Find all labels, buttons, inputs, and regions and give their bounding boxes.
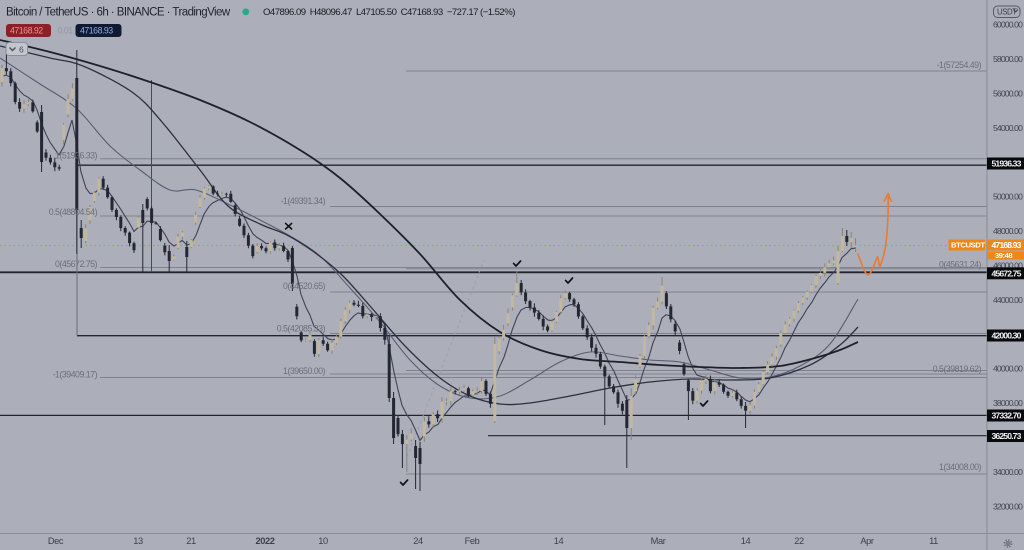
svg-text:-1(49391.34): -1(49391.34) [281, 196, 326, 206]
svg-text:0(45631.24): 0(45631.24) [939, 260, 982, 270]
svg-text:0.5(39819.62): 0.5(39819.62) [933, 364, 982, 374]
svg-text:0.01: 0.01 [58, 25, 74, 35]
svg-text:10: 10 [318, 536, 328, 546]
svg-text:Dec: Dec [48, 536, 64, 546]
svg-text:34000.00: 34000.00 [993, 467, 1023, 477]
svg-text:46000.00: 46000.00 [993, 260, 1023, 270]
svg-text:24: 24 [413, 536, 423, 546]
svg-text:USDT: USDT [997, 8, 1017, 17]
svg-text:38000.00: 38000.00 [993, 398, 1023, 408]
svg-text:54000.00: 54000.00 [993, 123, 1023, 133]
svg-text:14: 14 [741, 536, 751, 546]
svg-text:14: 14 [554, 536, 564, 546]
svg-text:32000.00: 32000.00 [993, 501, 1023, 511]
svg-text:47168.93: 47168.93 [80, 26, 113, 36]
svg-text:56000.00: 56000.00 [993, 88, 1023, 98]
svg-text:1(51936.33): 1(51936.33) [55, 151, 98, 161]
svg-text:Mar: Mar [651, 536, 666, 546]
svg-text:Bitcoin / TetherUS · 6h · BINA: Bitcoin / TetherUS · 6h · BINANCE · Trad… [6, 7, 231, 19]
svg-text:40000.00: 40000.00 [993, 364, 1023, 374]
svg-text:51936.33: 51936.33 [992, 159, 1022, 169]
svg-text:2022: 2022 [255, 536, 274, 546]
svg-text:44000.00: 44000.00 [993, 295, 1023, 305]
svg-text:Feb: Feb [465, 536, 480, 546]
svg-text:6: 6 [19, 45, 24, 55]
svg-text:60000.00: 60000.00 [993, 20, 1023, 30]
svg-text:Apr: Apr [860, 536, 874, 546]
svg-text:1(34008.00): 1(34008.00) [939, 462, 982, 472]
svg-text:47168.93: 47168.93 [992, 240, 1022, 250]
svg-text:-1(57254.49): -1(57254.49) [937, 60, 982, 70]
svg-text:0(44520.65): 0(44520.65) [283, 281, 326, 291]
svg-text:37332.70: 37332.70 [992, 411, 1022, 421]
svg-text:36250.73: 36250.73 [992, 431, 1022, 441]
svg-text:BTCUSDT: BTCUSDT [951, 240, 985, 249]
svg-text:0(45672.75): 0(45672.75) [55, 259, 98, 269]
svg-text:-1(39409.17): -1(39409.17) [53, 370, 98, 380]
svg-text:39:48: 39:48 [995, 251, 1012, 260]
svg-text:1(39650.00): 1(39650.00) [283, 366, 326, 376]
svg-text:21: 21 [186, 536, 196, 546]
svg-text:O47896.09 H48096.47 L47105.5: O47896.09 H48096.47 L47105.50 C47168.93 … [263, 7, 515, 18]
svg-text:0.5(42085.33): 0.5(42085.33) [277, 324, 326, 334]
svg-text:47168.92: 47168.92 [10, 26, 43, 36]
svg-text:58000.00: 58000.00 [993, 54, 1023, 64]
svg-text:50000.00: 50000.00 [993, 192, 1023, 202]
svg-text:0.5(48804.54): 0.5(48804.54) [49, 207, 98, 217]
svg-text:22: 22 [794, 536, 804, 546]
svg-text:13: 13 [133, 536, 143, 546]
svg-text:11: 11 [929, 536, 938, 546]
svg-text:48000.00: 48000.00 [993, 226, 1023, 236]
svg-text:45672.75: 45672.75 [992, 269, 1022, 279]
svg-text:42000.30: 42000.30 [992, 331, 1022, 341]
